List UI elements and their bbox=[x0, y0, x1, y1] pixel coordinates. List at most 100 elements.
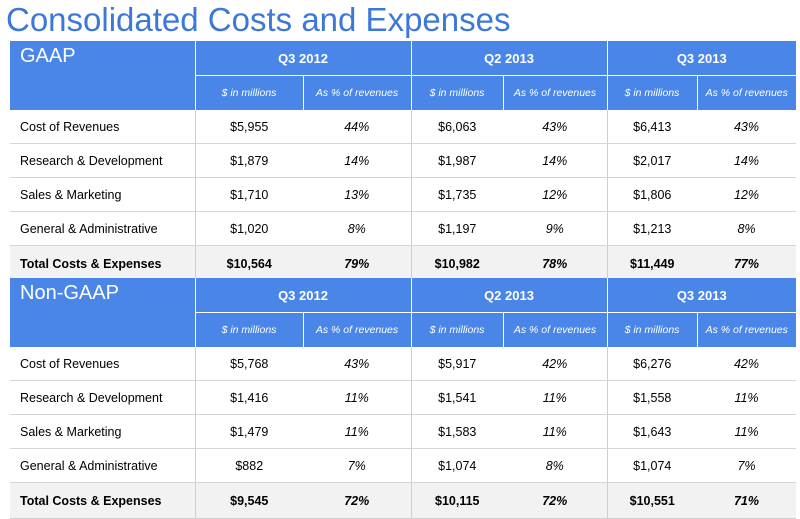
amount-cell: $1,416 bbox=[194, 380, 303, 415]
table-row: General & Administrative $882 7% $1,074 8% $1… bbox=[10, 448, 796, 483]
row-label: General & Administrative bbox=[10, 448, 195, 483]
percent-cell: 12% bbox=[503, 177, 607, 212]
row-label: Total Costs & Expenses bbox=[10, 482, 195, 519]
period-header: Q2 2013 bbox=[410, 41, 607, 76]
percent-cell: 42% bbox=[697, 347, 796, 381]
row-label: Sales & Marketing bbox=[10, 414, 195, 449]
amount-cell: $882 bbox=[194, 448, 303, 483]
row-label: Cost of Revenues bbox=[10, 347, 195, 381]
percent-cell: 11% bbox=[697, 414, 796, 449]
amount-cell: $1,213 bbox=[606, 211, 697, 246]
subheader-amount: $ in millions bbox=[410, 75, 503, 110]
table-body: Cost of Revenues $5,955 44% $6,063 43% $6,413… bbox=[10, 110, 796, 282]
amount-cell: $1,558 bbox=[606, 380, 697, 415]
subheader-amount: $ in millions bbox=[606, 312, 697, 347]
percent-cell: 43% bbox=[503, 110, 607, 144]
percent-cell: 72% bbox=[303, 482, 411, 519]
amount-cell: $1,197 bbox=[410, 211, 503, 246]
period-header: Q3 2012 bbox=[194, 41, 411, 76]
percent-cell: 78% bbox=[503, 245, 607, 282]
table-header-row: GAAP Q3 2012 Q2 2013 Q3 2013 bbox=[10, 41, 796, 110]
amount-cell: $11,449 bbox=[606, 245, 697, 282]
amount-cell: $1,735 bbox=[410, 177, 503, 212]
percent-cell: 72% bbox=[503, 482, 607, 519]
table-header-row: Non-GAAP Q3 2012 Q2 2013 Q3 2013 bbox=[10, 278, 796, 347]
percent-cell: 43% bbox=[697, 110, 796, 144]
amount-cell: $1,074 bbox=[410, 448, 503, 483]
subheader-amount: $ in millions bbox=[194, 75, 303, 110]
subheader-percent: As % of revenues bbox=[302, 75, 411, 110]
period-header: Q2 2013 bbox=[410, 278, 607, 313]
amount-cell: $1,879 bbox=[194, 143, 303, 178]
table-row: Research & Development $1,879 14% $1,987 14%… bbox=[10, 143, 796, 178]
total-row: Total Costs & Expenses $9,545 72% $10,115 72… bbox=[10, 482, 796, 519]
percent-cell: 71% bbox=[697, 482, 796, 519]
non-gaap-table: Non-GAAP Q3 2012 Q2 2013 Q3 2013 $ in mi… bbox=[10, 278, 796, 519]
amount-cell: $1,020 bbox=[194, 211, 303, 246]
percent-cell: 14% bbox=[697, 143, 796, 178]
page-title: Consolidated Costs and Expenses bbox=[6, 1, 511, 38]
amount-cell: $2,017 bbox=[606, 143, 697, 178]
row-label: General & Administrative bbox=[10, 211, 195, 246]
subheader-percent: As % of revenues bbox=[696, 75, 796, 110]
table-body: Cost of Revenues $5,768 43% $5,917 42% $6,276… bbox=[10, 347, 796, 519]
amount-cell: $6,276 bbox=[606, 347, 697, 381]
percent-cell: 77% bbox=[697, 245, 796, 282]
total-row: Total Costs & Expenses $10,564 79% $10,982 7… bbox=[10, 245, 796, 282]
percent-cell: 8% bbox=[503, 448, 607, 483]
amount-cell: $5,917 bbox=[410, 347, 503, 381]
percent-cell: 11% bbox=[503, 380, 607, 415]
amount-cell: $9,545 bbox=[194, 482, 303, 519]
amount-cell: $5,768 bbox=[194, 347, 303, 381]
table-row: Cost of Revenues $5,955 44% $6,063 43% $6,413… bbox=[10, 110, 796, 144]
percent-cell: 13% bbox=[303, 177, 411, 212]
percent-cell: 12% bbox=[697, 177, 796, 212]
percent-cell: 42% bbox=[503, 347, 607, 381]
amount-cell: $1,074 bbox=[606, 448, 697, 483]
subheader-percent: As % of revenues bbox=[696, 312, 796, 347]
percent-cell: 8% bbox=[697, 211, 796, 246]
table-row: Cost of Revenues $5,768 43% $5,917 42% $6,276… bbox=[10, 347, 796, 381]
gaap-table: GAAP Q3 2012 Q2 2013 Q3 2013 $ in millio… bbox=[10, 41, 796, 282]
percent-cell: 9% bbox=[503, 211, 607, 246]
period-header: Q3 2012 bbox=[194, 278, 411, 313]
amount-cell: $1,479 bbox=[194, 414, 303, 449]
amount-cell: $1,643 bbox=[606, 414, 697, 449]
percent-cell: 11% bbox=[503, 414, 607, 449]
table-row: Research & Development $1,416 11% $1,541 11%… bbox=[10, 380, 796, 415]
percent-cell: 7% bbox=[303, 448, 411, 483]
table-row: Sales & Marketing $1,710 13% $1,735 12% $1,80… bbox=[10, 177, 796, 212]
amount-cell: $10,982 bbox=[410, 245, 503, 282]
table-subheader-row: $ in millions As % of revenues $ in mill… bbox=[10, 75, 796, 110]
table-subheader-row: $ in millions As % of revenues $ in mill… bbox=[10, 312, 796, 347]
table-row: General & Administrative $1,020 8% $1,197 9%… bbox=[10, 211, 796, 246]
subheader-percent: As % of revenues bbox=[502, 312, 607, 347]
subheader-amount: $ in millions bbox=[410, 312, 503, 347]
period-header: Q3 2013 bbox=[606, 41, 796, 76]
percent-cell: 79% bbox=[303, 245, 411, 282]
table-label: GAAP bbox=[10, 41, 195, 110]
amount-cell: $1,987 bbox=[410, 143, 503, 178]
subheader-percent: As % of revenues bbox=[302, 312, 411, 347]
percent-cell: 8% bbox=[303, 211, 411, 246]
amount-cell: $1,806 bbox=[606, 177, 697, 212]
percent-cell: 11% bbox=[697, 380, 796, 415]
amount-cell: $5,955 bbox=[194, 110, 303, 144]
percent-cell: 14% bbox=[303, 143, 411, 178]
table-row: Sales & Marketing $1,479 11% $1,583 11% $1,64… bbox=[10, 414, 796, 449]
percent-cell: 43% bbox=[303, 347, 411, 381]
amount-cell: $6,413 bbox=[606, 110, 697, 144]
amount-cell: $10,564 bbox=[194, 245, 303, 282]
amount-cell: $10,115 bbox=[410, 482, 503, 519]
percent-cell: 7% bbox=[697, 448, 796, 483]
subheader-percent: As % of revenues bbox=[502, 75, 607, 110]
row-label: Sales & Marketing bbox=[10, 177, 195, 212]
percent-cell: 44% bbox=[303, 110, 411, 144]
amount-cell: $6,063 bbox=[410, 110, 503, 144]
table-label: Non-GAAP bbox=[10, 278, 195, 347]
amount-cell: $10,551 bbox=[606, 482, 697, 519]
period-header: Q3 2013 bbox=[606, 278, 796, 313]
row-label: Cost of Revenues bbox=[10, 110, 195, 144]
row-label: Research & Development bbox=[10, 143, 195, 178]
subheader-amount: $ in millions bbox=[606, 75, 697, 110]
